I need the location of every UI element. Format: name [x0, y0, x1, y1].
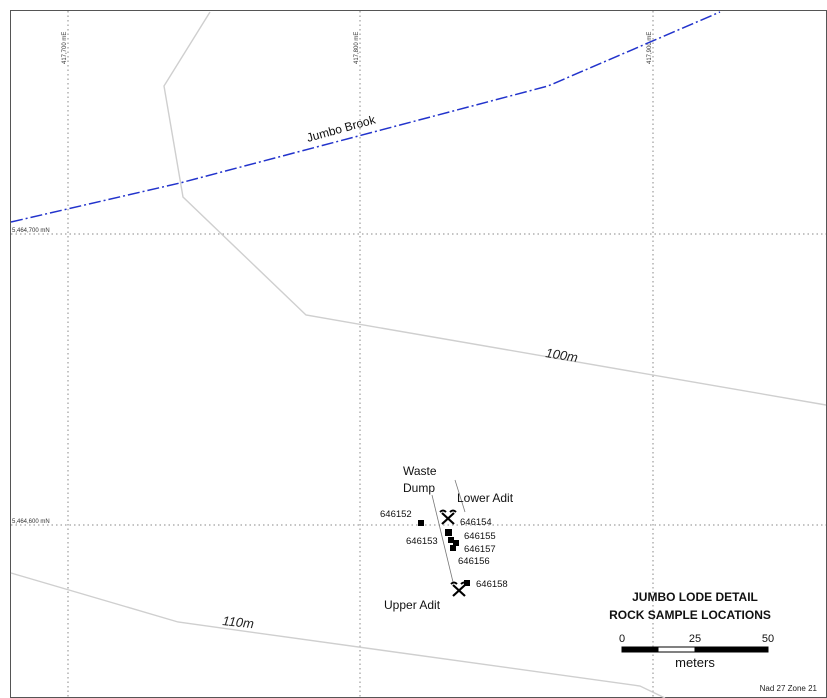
- scale-bar-segment-1: [622, 647, 658, 652]
- sample-marker-646152: [418, 520, 424, 526]
- grid-label-easting-3: 417,900 mE: [647, 32, 653, 64]
- road-line-upper: [164, 12, 826, 405]
- grid-label-easting-2: 417,800 mE: [354, 32, 360, 64]
- grid-label-northing-1: 5,464,700 mN: [12, 228, 50, 234]
- sample-marker-646157: [450, 545, 456, 551]
- sample-label-646152: 646152: [380, 509, 412, 520]
- waste-dump-label-line2: Dump: [403, 481, 435, 495]
- road-line-lower: [11, 573, 665, 698]
- sample-label-646158: 646158: [476, 579, 508, 590]
- waste-dump-label-line1: Waste: [403, 464, 437, 478]
- sample-markers: [418, 520, 470, 586]
- sample-marker-646158: [464, 580, 470, 586]
- grid-label-easting-1: 417,700 mE: [62, 32, 68, 64]
- sample-marker-646154: [445, 529, 452, 536]
- lower-adit-label: Lower Adit: [457, 491, 514, 505]
- sample-label-646157: 646157: [464, 544, 496, 555]
- upper-adit-label: Upper Adit: [384, 598, 441, 612]
- contour-label-100m: 100m: [545, 345, 580, 365]
- scale-bar-segment-2: [658, 647, 695, 652]
- grid-label-northing-2: 5,464,600 mN: [12, 519, 50, 525]
- sample-label-646154: 646154: [460, 517, 492, 528]
- scale-bar-segment-3: [695, 647, 768, 652]
- scale-bar: [622, 647, 768, 652]
- projection-note: Nad 27 Zone 21: [760, 684, 818, 693]
- map-title-line2: ROCK SAMPLE LOCATIONS: [609, 608, 771, 622]
- map-title-line1: JUMBO LODE DETAIL: [632, 590, 758, 604]
- sample-label-646153: 646153: [406, 536, 438, 547]
- scale-tick-25: 25: [689, 633, 701, 645]
- sample-label-646155: 646155: [464, 531, 496, 542]
- lower-adit-icon: [440, 511, 456, 525]
- scale-unit-label: meters: [675, 655, 715, 670]
- sample-label-646156: 646156: [458, 556, 490, 567]
- scale-tick-50: 50: [762, 633, 774, 645]
- scale-tick-0: 0: [619, 633, 625, 645]
